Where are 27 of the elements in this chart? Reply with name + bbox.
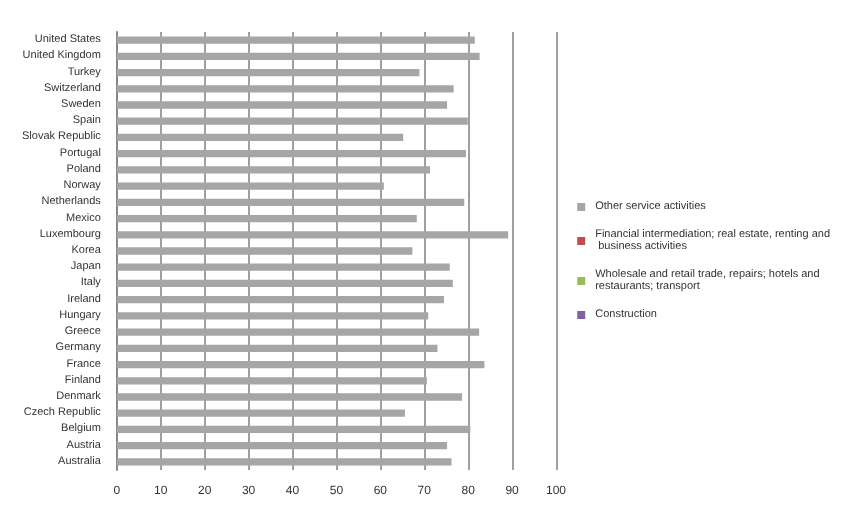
bar bbox=[116, 442, 448, 450]
bar bbox=[116, 263, 450, 271]
bar bbox=[116, 117, 468, 125]
bar bbox=[116, 52, 480, 60]
bar bbox=[116, 85, 454, 93]
bar bbox=[116, 150, 466, 158]
bar bbox=[116, 393, 463, 401]
bar bbox=[116, 133, 404, 142]
bar bbox=[116, 377, 427, 385]
bar bbox=[116, 344, 438, 352]
bar bbox=[116, 101, 448, 109]
bar bbox=[116, 409, 405, 417]
bar bbox=[116, 36, 475, 44]
bar bbox=[116, 166, 430, 174]
bar bbox=[116, 198, 465, 206]
bar bbox=[116, 68, 420, 77]
bar bbox=[116, 425, 471, 434]
bar bbox=[116, 312, 429, 320]
bar bbox=[116, 279, 453, 288]
bar bbox=[116, 182, 384, 190]
bar bbox=[116, 214, 417, 223]
bar bbox=[116, 360, 485, 369]
bar bbox=[116, 296, 445, 304]
bar bbox=[116, 247, 413, 255]
bar bbox=[116, 231, 509, 239]
bar bbox=[116, 458, 452, 466]
bar bbox=[116, 328, 480, 336]
